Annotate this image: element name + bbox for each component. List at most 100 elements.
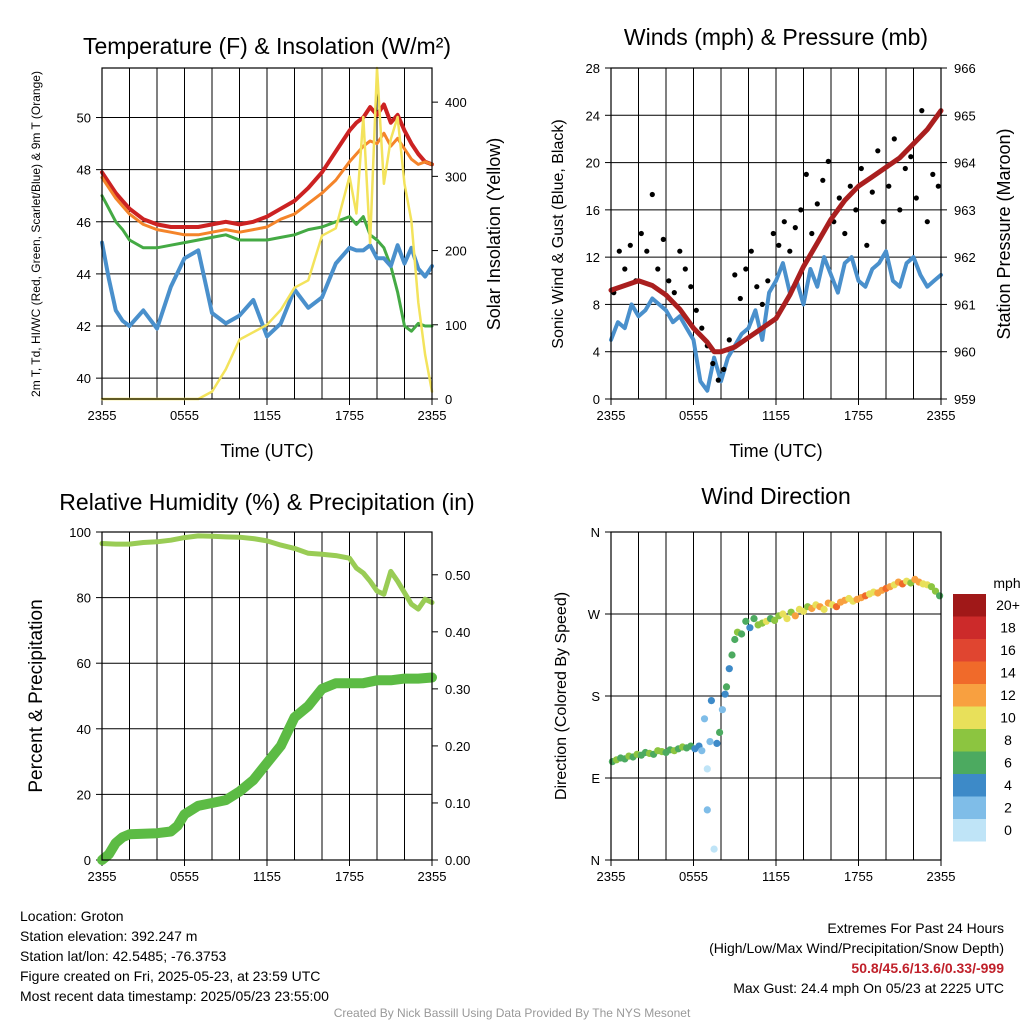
- direction-point: [703, 765, 711, 773]
- panel-title: Relative Humidity (%) & Precipitation (i…: [59, 489, 474, 515]
- y-tick-label: 60: [77, 656, 91, 671]
- y-axis-label: Direction (Colored By Speed): [553, 592, 570, 800]
- y2-tick-label: 959: [954, 392, 976, 407]
- gust-point: [935, 183, 941, 189]
- gust-point: [864, 242, 870, 248]
- plot-frame: [101, 531, 433, 861]
- extremes-subtitle: (High/Low/Max Wind/Precipitation/Snow De…: [709, 940, 1004, 956]
- direction-point: [746, 624, 754, 632]
- y2-tick-label: 400: [445, 95, 467, 110]
- legend-label: 12: [1000, 687, 1016, 703]
- direction-point: [936, 592, 944, 600]
- legend-swatch: [953, 774, 986, 797]
- gust-point: [902, 165, 908, 172]
- gust-point: [913, 195, 919, 201]
- gust-point: [919, 108, 925, 114]
- direction-point: [713, 739, 721, 748]
- y-tick-label: 12: [586, 250, 600, 265]
- max-gust: Max Gust: 24.4 mph On 05/23 at 2225 UTC: [733, 980, 1004, 996]
- y-tick-label: N: [591, 525, 600, 540]
- gust-point: [842, 230, 848, 237]
- direction-point: [718, 706, 727, 714]
- x-tick-label: 2355: [927, 408, 956, 423]
- panel-title: Winds (mph) & Pressure (mb): [624, 24, 928, 50]
- direction-point: [706, 738, 714, 746]
- direction-point: [707, 697, 716, 705]
- station-location: Location: Groton: [20, 908, 124, 924]
- y2-tick-label: 0.20: [445, 739, 470, 754]
- x-tick-label: 2355: [597, 869, 626, 884]
- gust-point: [781, 219, 787, 225]
- direction-point: [725, 665, 733, 673]
- direction-point: [703, 806, 711, 814]
- y-tick-label: W: [588, 607, 601, 622]
- x-tick-label: 1755: [844, 869, 873, 884]
- y-tick-label: 28: [586, 61, 600, 76]
- y-tick-label: 4: [593, 345, 600, 360]
- legend-label: 8: [1004, 732, 1012, 748]
- gust-point: [897, 207, 903, 213]
- direction-point: [820, 605, 828, 614]
- series-line: [100, 102, 434, 229]
- y2-tick-label: 300: [445, 169, 467, 184]
- gust-point: [891, 136, 897, 142]
- gust-point: [765, 278, 771, 284]
- gust-point: [655, 266, 661, 272]
- legend-swatch: [953, 594, 986, 617]
- x-tick-label: 1755: [844, 408, 873, 423]
- gust-point: [787, 248, 793, 254]
- direction-point: [716, 728, 724, 737]
- y-tick-label: 40: [77, 722, 91, 737]
- direction-point: [750, 615, 758, 623]
- humidity-line: [99, 533, 435, 612]
- direction-point: [783, 615, 791, 623]
- x-tick-label: 2355: [597, 408, 626, 423]
- plot-frame: [610, 531, 942, 861]
- gust-point: [693, 307, 699, 313]
- legend-label: 16: [1000, 642, 1016, 658]
- y-tick-label: 20: [586, 156, 600, 171]
- gust-point: [776, 242, 782, 248]
- plot-frame: [610, 67, 942, 400]
- y-tick-label: 46: [77, 215, 91, 230]
- gust-point: [616, 248, 622, 254]
- extremes-values: 50.8/45.6/13.6/0.33/-999: [851, 960, 1004, 976]
- x-tick-label: 2355: [927, 869, 956, 884]
- direction-point: [728, 651, 736, 659]
- x-tick-label: 1155: [762, 408, 790, 423]
- x-axis-label: Time (UTC): [729, 441, 822, 461]
- y-tick-label: 40: [77, 371, 91, 386]
- x-tick-label: 2355: [88, 408, 117, 423]
- gust-point: [847, 183, 853, 189]
- legend-swatch: [953, 684, 986, 707]
- gust-point: [770, 230, 776, 237]
- gust-point: [677, 248, 683, 254]
- gust-point: [666, 278, 672, 284]
- gust-point: [858, 165, 864, 172]
- y-tick-label: 80: [77, 591, 91, 606]
- recent-timestamp: Most recent data timestamp: 2025/05/23 2…: [20, 988, 329, 1004]
- x-tick-label: 1755: [335, 869, 364, 884]
- legend-label: 6: [1004, 755, 1012, 771]
- gust-point: [627, 242, 633, 248]
- y2-tick-label: 960: [954, 345, 976, 360]
- y2-tick-label: 966: [954, 61, 976, 76]
- gust-point: [908, 154, 914, 160]
- y-tick-label: 44: [77, 267, 91, 282]
- legend-label: 14: [1000, 665, 1016, 681]
- wind-line: [609, 249, 943, 393]
- legend-swatch: [953, 616, 986, 639]
- direction-point: [721, 690, 729, 698]
- plot-frame: [101, 67, 433, 400]
- panel-title: Wind Direction: [701, 483, 851, 509]
- x-tick-label: 1155: [253, 869, 281, 884]
- y-tick-label: 8: [593, 297, 600, 312]
- direction-point: [799, 607, 808, 615]
- gust-point: [803, 171, 809, 177]
- direction-point: [698, 747, 706, 755]
- direction-point: [771, 616, 779, 625]
- gust-point: [715, 377, 721, 383]
- direction-point: [700, 715, 709, 723]
- y-tick-label: 24: [586, 108, 600, 123]
- legend-swatch: [953, 819, 986, 842]
